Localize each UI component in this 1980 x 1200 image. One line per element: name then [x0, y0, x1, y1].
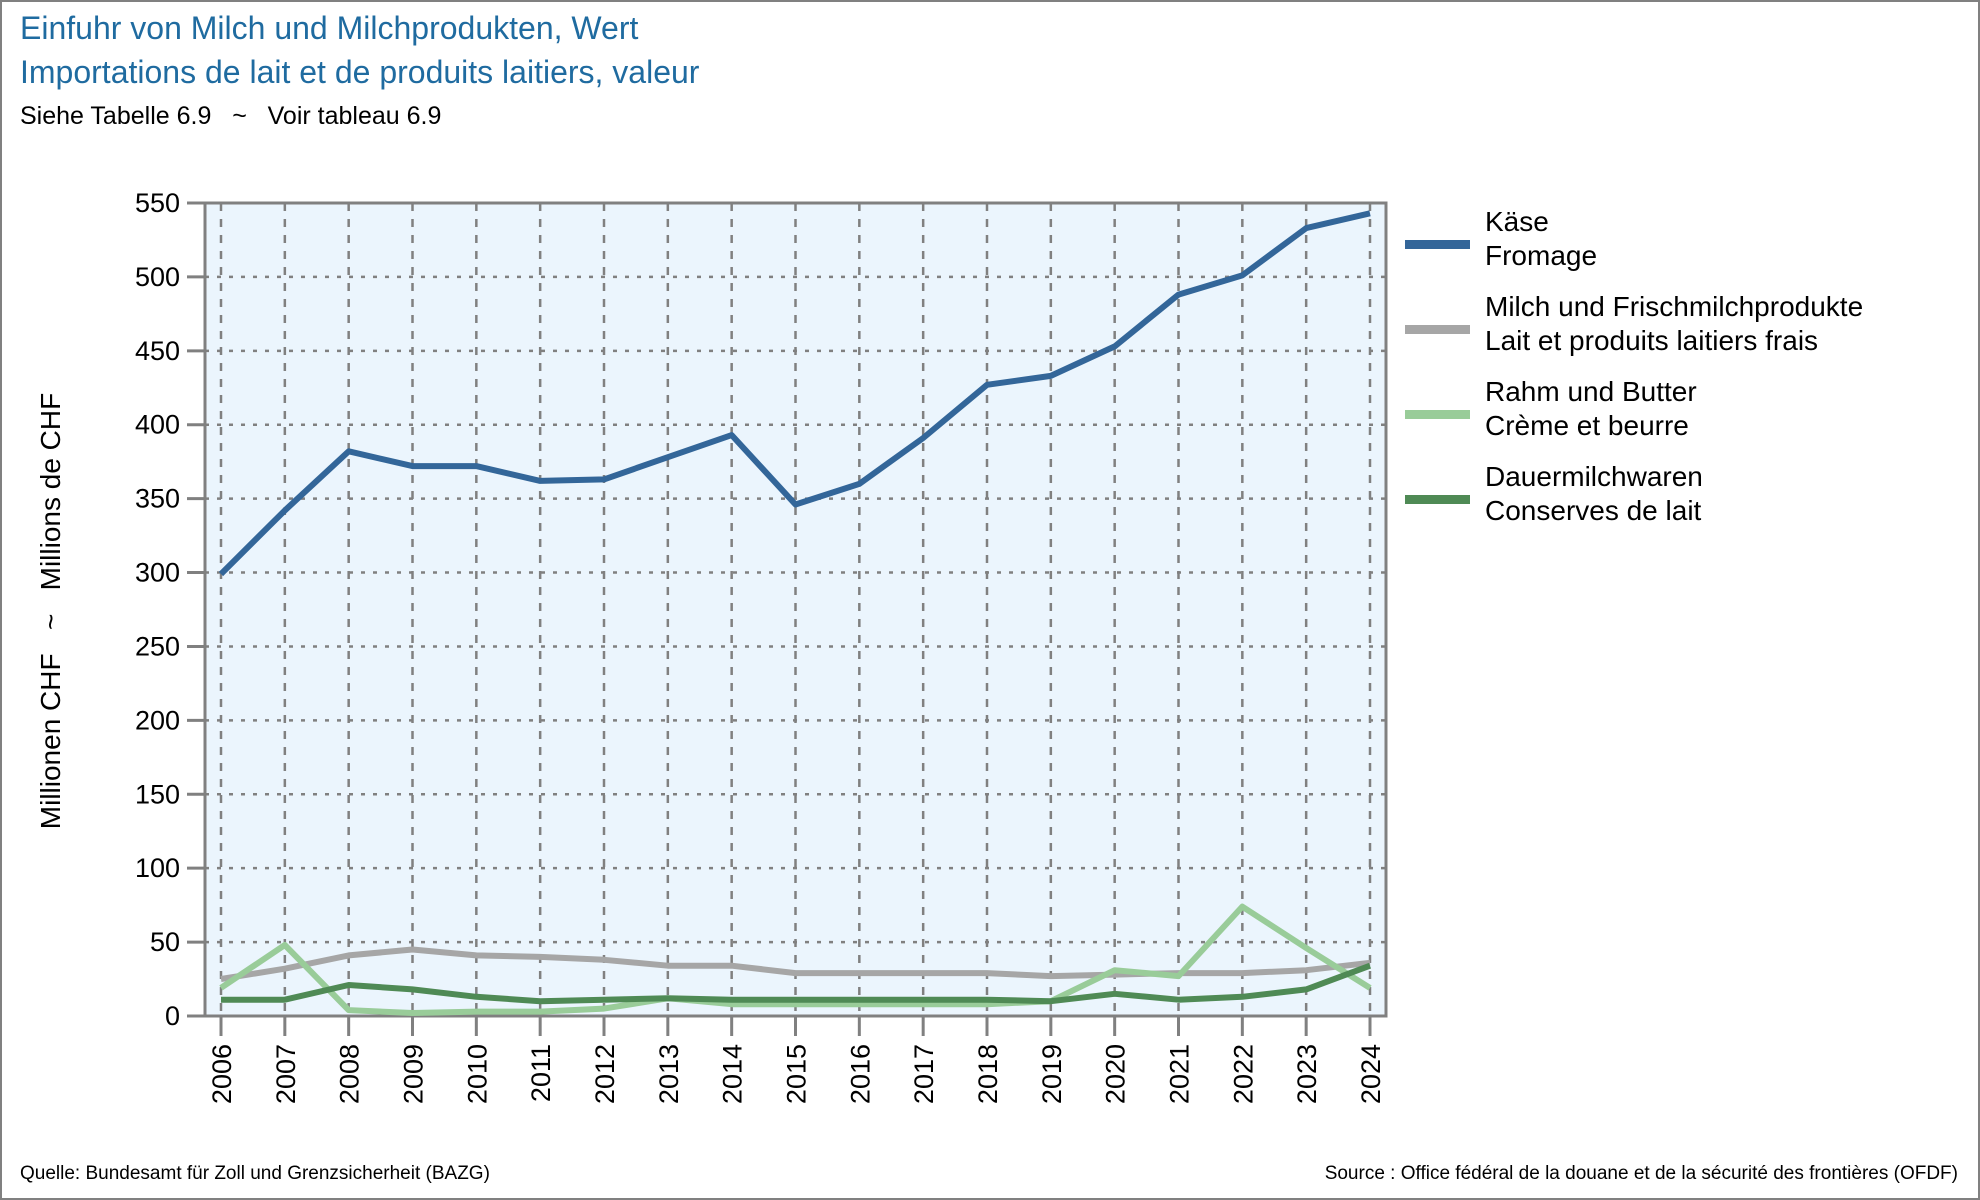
x-tick-label: 2019 [1037, 1044, 1067, 1104]
y-tick-label: 150 [135, 779, 180, 809]
x-tick-label: 2016 [845, 1044, 875, 1104]
legend-label-de: Dauermilchwaren [1485, 461, 1703, 492]
x-tick-label: 2006 [207, 1044, 237, 1104]
chart-subtitle: Siehe Tabelle 6.9 ~ Voir tableau 6.9 [20, 102, 442, 130]
x-tick-label: 2007 [271, 1044, 301, 1104]
y-tick-label: 0 [165, 1001, 180, 1031]
x-tick-label: 2021 [1165, 1044, 1195, 1104]
legend-swatch-milch [1405, 325, 1470, 334]
x-tick-label: 2012 [590, 1044, 620, 1104]
legend-label-fr: Lait et produits laitiers frais [1485, 325, 1819, 356]
legend-label-de: Milch und Frischmilchprodukte [1485, 291, 1864, 322]
y-tick-label: 400 [135, 410, 180, 440]
legend-label-fr: Conserves de lait [1485, 495, 1702, 526]
y-tick-label: 300 [135, 558, 180, 588]
x-tick-label: 2022 [1228, 1044, 1258, 1104]
legend-label-fr: Crème et beurre [1485, 410, 1689, 441]
y-tick-label: 350 [135, 484, 180, 514]
x-tick-label: 2023 [1292, 1044, 1322, 1104]
plot-border [203, 201, 1388, 1018]
x-tick-label: 2017 [909, 1044, 939, 1104]
x-tick-label: 2013 [654, 1044, 684, 1104]
x-tick-label: 2014 [718, 1044, 748, 1104]
chart-title-de: Einfuhr von Milch und Milchprodukten, We… [20, 10, 639, 46]
chart-title-fr: Importations de lait et de produits lait… [20, 54, 700, 90]
x-tick-label: 2015 [782, 1044, 812, 1104]
legend-swatch-rahm [1405, 410, 1470, 419]
x-tick-label: 2011 [526, 1044, 556, 1102]
source-fr: Source : Office fédéral de la douane et … [1324, 1163, 1958, 1184]
y-tick-label: 50 [150, 927, 180, 957]
x-tick-label: 2009 [399, 1044, 429, 1104]
legend-swatch-kaese [1405, 240, 1470, 249]
y-tick-label: 100 [135, 853, 180, 883]
source-de: Quelle: Bundesamt für Zoll und Grenzsich… [20, 1163, 490, 1184]
y-tick-label: 500 [135, 262, 180, 292]
y-tick-label: 550 [135, 188, 180, 218]
x-tick-label: 2010 [462, 1044, 492, 1104]
legend-label-fr: Fromage [1485, 240, 1598, 271]
y-axis-title: Millionen CHF ~ Millions de CHF [35, 393, 66, 829]
x-tick-label: 2020 [1101, 1044, 1131, 1104]
legend-label-de: Rahm und Butter [1485, 376, 1697, 407]
x-tick-label: 2018 [973, 1044, 1003, 1104]
legend-label-de: Käse [1485, 206, 1549, 237]
x-tick-label: 2024 [1356, 1044, 1386, 1104]
y-tick-label: 450 [135, 336, 180, 366]
legend-swatch-dauermilch [1405, 495, 1470, 504]
y-tick-label: 200 [135, 705, 180, 735]
y-tick-label: 250 [135, 631, 180, 661]
x-tick-label: 2008 [335, 1044, 365, 1104]
